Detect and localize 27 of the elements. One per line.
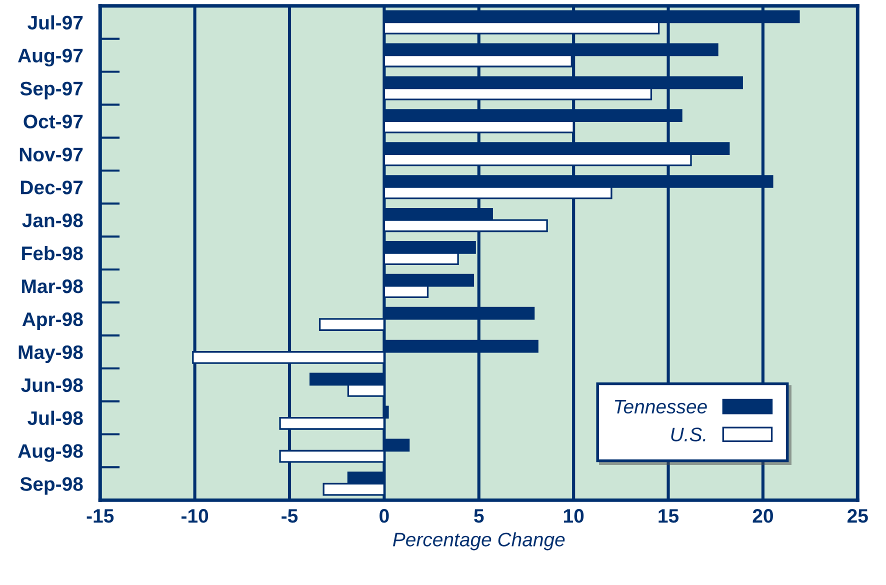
y-tick-label: Aug-97 xyxy=(18,48,83,66)
y-tick-label: Jun-98 xyxy=(21,378,83,392)
x-tick-label: 15 xyxy=(658,509,679,523)
legend-label: Tennessee xyxy=(614,400,707,414)
x-tick-label: 10 xyxy=(564,509,584,523)
x-axis-title: Percentage Change xyxy=(393,532,565,550)
x-tick-label: -10 xyxy=(182,509,208,523)
y-tick-label: Oct-97 xyxy=(24,114,83,128)
y-tick-label: Feb-98 xyxy=(22,246,83,260)
y-tick-label: Sep-97 xyxy=(20,82,83,100)
x-tick-label: 5 xyxy=(474,509,484,523)
y-tick-label: Nov-97 xyxy=(20,148,83,162)
x-tick-label: 0 xyxy=(380,509,389,523)
x-tick-label: -5 xyxy=(282,509,298,523)
x-tick-label: 25 xyxy=(848,509,868,523)
x-tick-label: -15 xyxy=(86,509,114,523)
y-tick-label: Jul-98 xyxy=(28,410,83,426)
y-tick-label: Sep-98 xyxy=(20,477,83,495)
y-tick-label: Apr-98 xyxy=(22,312,83,330)
y-tick-label: Jan-98 xyxy=(22,214,83,228)
legend-label: U.S. xyxy=(671,428,706,442)
y-tick-label: Jul-97 xyxy=(28,15,83,30)
y-tick-label: Aug-98 xyxy=(18,444,83,462)
y-tick-label: Dec-97 xyxy=(20,180,83,194)
y-tick-label: May-98 xyxy=(18,345,83,363)
y-tick-label: Mar-98 xyxy=(22,279,83,294)
x-tick-label: 20 xyxy=(752,509,773,523)
